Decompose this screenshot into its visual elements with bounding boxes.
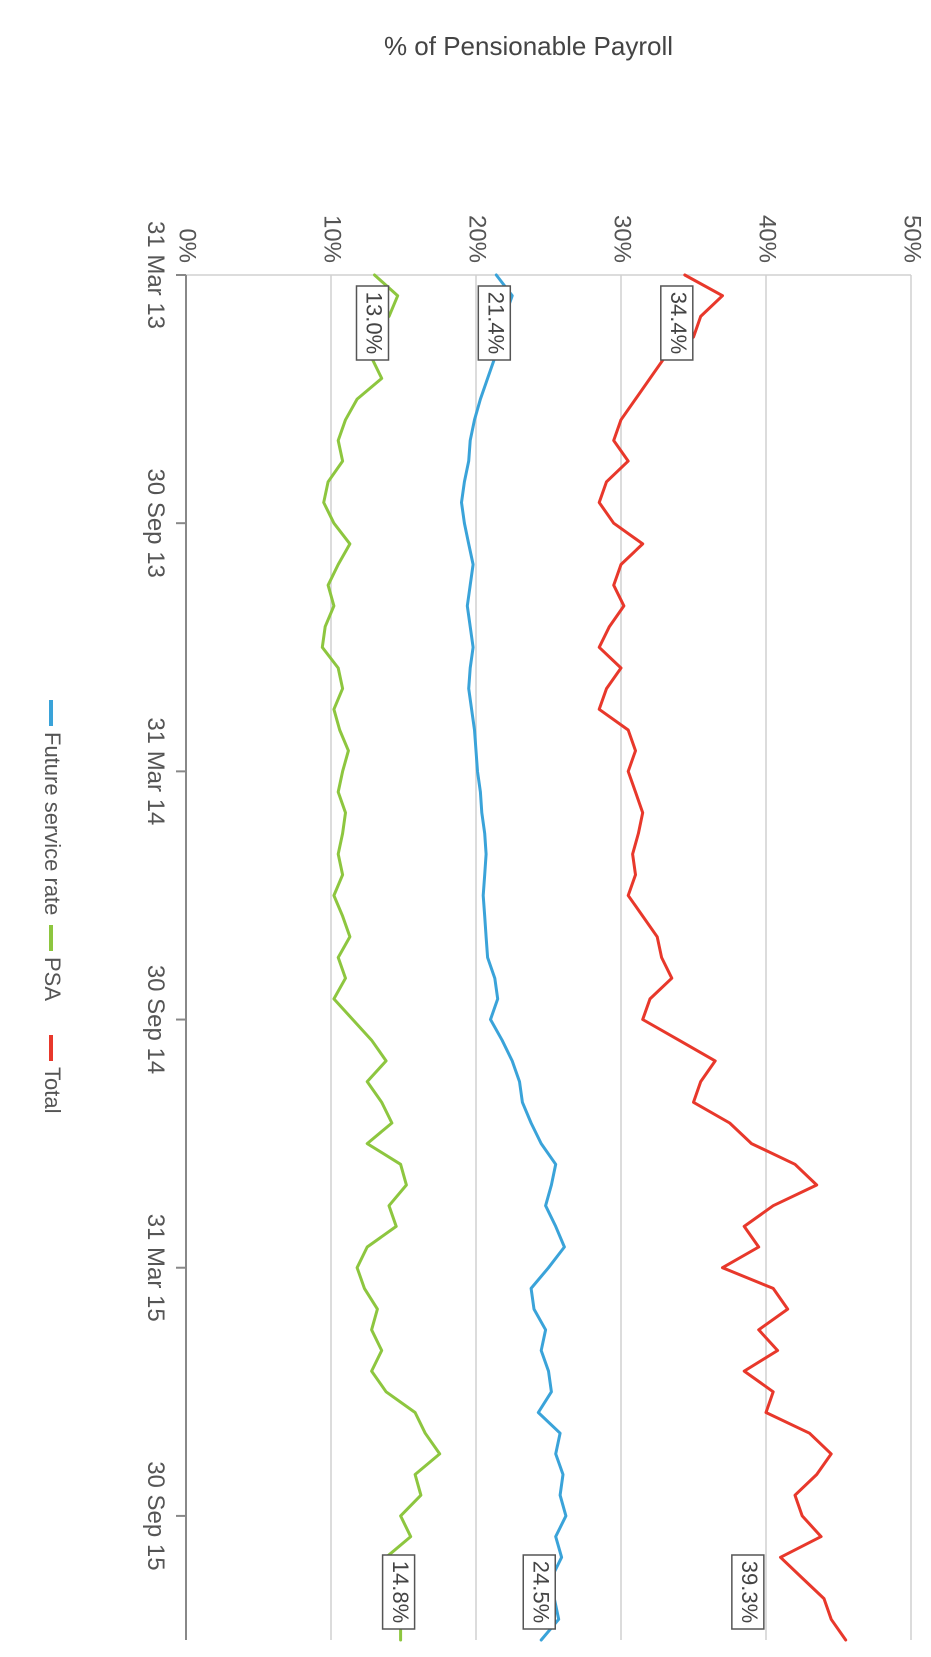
annotation-box-0 (660, 285, 694, 361)
annotation-3: 39.3% (731, 1554, 765, 1630)
annotation-4: 24.5% (522, 1554, 556, 1630)
axes: 0% 10% 20% 30% 40% 50% 31 Mar 13 30 Sep 13 31 Ma… (142, 215, 926, 1640)
annotation-0: 34.4% (660, 285, 694, 361)
series-line-future-service-rate (460, 273, 568, 1642)
legend-label-psa: PSA (40, 957, 65, 1001)
annotation-box-3 (731, 1554, 765, 1630)
legend-label-total: Total (40, 1067, 65, 1113)
annotation-label-3: 39.3% (737, 1561, 762, 1623)
y-tick-label-0: 0% (174, 228, 201, 263)
y-tick-label-10: 10% (319, 215, 346, 263)
y-tick-label-30: 30% (609, 215, 636, 263)
x-tick-label-3: 30 Sep 14 (142, 965, 169, 1074)
annotation-box-4 (522, 1554, 556, 1630)
annotation-label-1: 21.4% (483, 292, 508, 354)
series-line-psa (320, 273, 442, 1642)
x-tick-label-5: 30 Sep 15 (142, 1461, 169, 1570)
annotation-5: 14.8% (381, 1554, 416, 1630)
x-tick-label-2: 31 Mar 14 (142, 717, 169, 825)
legend-item-future-service-rate: Future service rate (40, 700, 65, 915)
gridlines (330, 275, 912, 1640)
y-tick-label-50: 50% (899, 215, 926, 263)
y-tick-label-20: 20% (464, 215, 491, 263)
legend-item-total: Total (40, 1035, 65, 1113)
annotation-label-2: 13.0% (362, 292, 387, 354)
annotation-label-0: 34.4% (666, 292, 691, 354)
x-tick-label-1: 30 Sep 13 (142, 468, 169, 577)
annotation-1: 21.4% (477, 285, 512, 361)
series-line-total (597, 273, 848, 1642)
annotations: 34.4% 21.4% 13.0% 39.3% 24.5% 14.8% (355, 285, 765, 1630)
y-tick-label-40: 40% (754, 215, 781, 263)
annotation-box-2 (355, 285, 390, 361)
legend: Future service rate PSA Total (40, 700, 65, 1113)
series-lines (320, 273, 848, 1642)
annotation-label-5: 14.8% (388, 1561, 413, 1623)
y-axis-title: % of Pensionable Payroll (384, 31, 673, 61)
annotation-box-1 (477, 285, 512, 361)
x-tick-label-0: 31 Mar 13 (142, 221, 169, 329)
x-tick-label-4: 31 Mar 15 (142, 1214, 169, 1322)
annotation-label-4: 24.5% (528, 1561, 553, 1623)
legend-label-future-service-rate: Future service rate (40, 732, 65, 915)
annotation-box-5 (381, 1554, 416, 1630)
legend-item-psa: PSA (40, 925, 65, 1001)
annotation-2: 13.0% (355, 285, 390, 361)
